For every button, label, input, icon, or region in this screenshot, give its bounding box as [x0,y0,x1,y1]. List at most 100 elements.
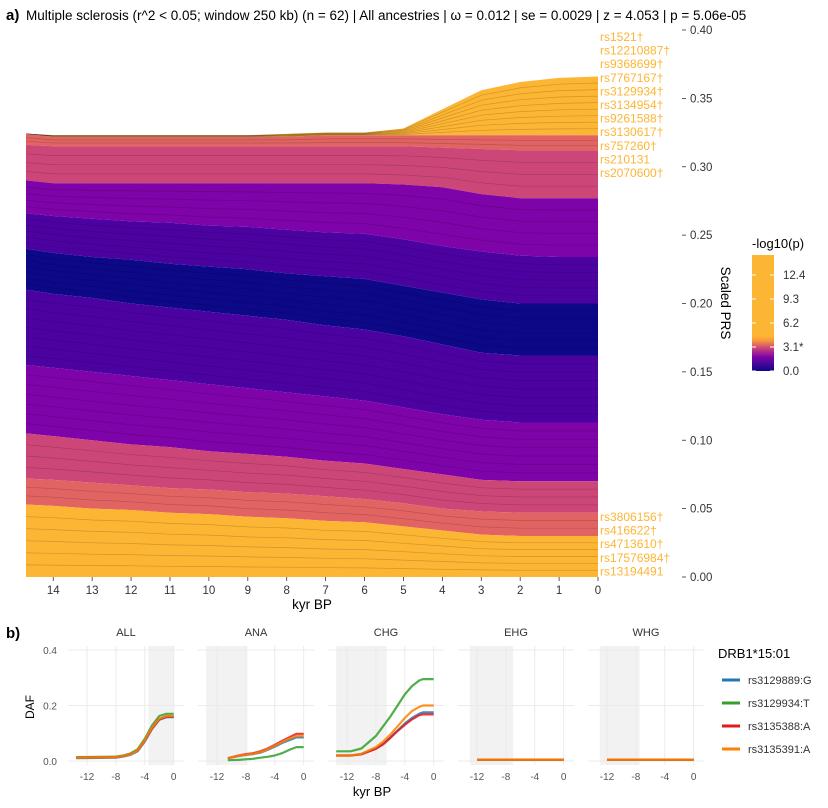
x-tick-label: 3 [478,585,484,597]
snp-layer-divider [25,266,598,327]
y-tick-label: 0.10 [690,435,712,447]
facet-x-tick-label: -8 [241,772,250,783]
snp-layer-divider [25,345,598,407]
panel-b-y-tick-label: 0.0 [43,757,57,768]
x-tick-label: 9 [245,585,251,597]
snp-label: rs757260† [600,139,657,153]
snp-label: rs12210887† [600,44,670,58]
snp-layer-divider [25,540,598,557]
facet-x-tick-label: -4 [660,772,669,783]
x-tick-label: 8 [284,585,290,597]
snp-label: rs3806156† [600,510,663,524]
snp-label: rs9368699† [600,57,663,71]
snp-label: rs2070600† [600,166,663,180]
x-axis-title: kyr BP [292,597,332,612]
legend-tick-label: 9.3 [783,294,799,306]
facet-whg: WHG -12 -8 -4 0 [588,627,704,783]
y-tick-label: 0.20 [690,299,712,311]
snp-layer-divider [25,162,598,175]
legend-tick-label: 6.2 [783,318,799,330]
facet-x-tick-label: -12 [340,772,355,783]
snp-layer-divider [25,137,598,141]
snp-layer-divider [25,218,598,266]
snp-layer-divider [25,271,598,334]
lower-salmon-band [26,478,598,536]
snp-layer-divider [25,236,598,289]
x-tick-label: 13 [86,585,99,597]
daf-line-rs3135391-a [76,714,174,759]
panel-a-label: a) [6,7,19,24]
p-value-legend: -log10(p) 12.4 9.3 6.2 3.1* 0.0 [752,236,806,378]
snp-layer-divider [25,206,598,246]
upper-purple-band [26,180,598,257]
snp-layer-divider [25,403,598,457]
snp-label: rs3129934† [600,84,663,98]
snp-label: rs3134954† [600,98,663,112]
legend-entry-label: rs3129934:T [748,698,810,710]
legend-ticks: 12.4 9.3 6.2 3.1* 0.0 [752,270,806,378]
snp-label: rs3130617† [600,125,663,139]
snp-layer-divider [25,121,599,137]
facet-ehg: EHG -12 -8 -4 0 [458,627,574,783]
facet-strip-label: EHG [504,627,528,639]
facet-strip-label: ALL [116,627,136,639]
snp-layer-divider [25,516,598,544]
snp-layer-divider [25,140,598,146]
snp-label: rs13194491 [600,564,664,578]
y-tick-label: 0.15 [690,367,712,379]
snp-layer-divider [25,355,598,415]
snp-layer-divider [25,466,598,506]
facet-strip-label: WHG [633,627,660,639]
snp-layer-divider [25,277,598,341]
facet-x-tick-label: 0 [691,772,697,783]
facet-x-tick-label: -12 [80,772,95,783]
x-tick-label: 12 [125,585,138,597]
facet-x-tick-label: -8 [631,772,640,783]
snp-layer-divider [25,95,599,137]
x-tick-label: 7 [322,585,328,597]
snp-layer-divider [25,115,599,137]
y-tick-label: 0.00 [690,572,712,584]
x-tick-label: 4 [439,585,446,597]
x-tick-label: 6 [361,585,367,597]
snp-layer-divider [25,230,598,281]
snp-label: rs1521† [600,30,643,44]
y-tick-label: 0.25 [690,230,712,242]
facet-x-tick-label: -4 [530,772,539,783]
snp-label: rs7767167† [600,71,663,85]
legend-colorbar [752,255,774,371]
facet-all: ALL -12 -8 -4 0 [68,627,184,783]
snp-layer-divider [25,552,598,564]
panel-b-ylabel: DAF [23,695,37,719]
facet-strip-label: ANA [245,627,268,639]
upper-indigo-band [26,213,598,304]
snp-layer-divider [25,308,598,373]
y-tick-label: 0.05 [690,504,712,516]
daf-line-rs3135391-a [227,734,304,760]
y-tick-label: 0.35 [690,93,712,105]
panel-a-plot [25,76,599,577]
facet-x-tick-label: 0 [171,772,177,783]
snp-layer-divider [25,199,598,234]
snp-label: rs210131 [600,152,650,166]
snp-labels-top: rs1521†rs12210887†rs9368699†rs7767167†rs… [600,30,670,180]
facet-x-tick-label: -8 [111,772,120,783]
legend-tick-label: 12.4 [783,270,806,282]
snp-layer-divider [25,242,598,297]
lower-indigo-band [26,289,598,423]
snp-layer-divider [25,423,598,474]
snp-layer-divider [25,564,598,571]
snp-layer-divider [25,413,598,465]
x-tick-label: 14 [47,585,60,597]
snp-label: rs416622† [600,524,657,538]
facet-x-tick-label: -4 [400,772,409,783]
facet-x-tick-label: 0 [561,772,567,783]
lower-rose-band [26,433,598,513]
facet-x-tick-label: -8 [501,772,510,783]
y-axis-title: Scaled PRS [718,267,733,340]
facet-x-tick-label: -4 [270,772,279,783]
snp-layer-divider [25,384,598,440]
snp-layer-divider [25,317,598,381]
snp-layer-divider [25,260,598,319]
